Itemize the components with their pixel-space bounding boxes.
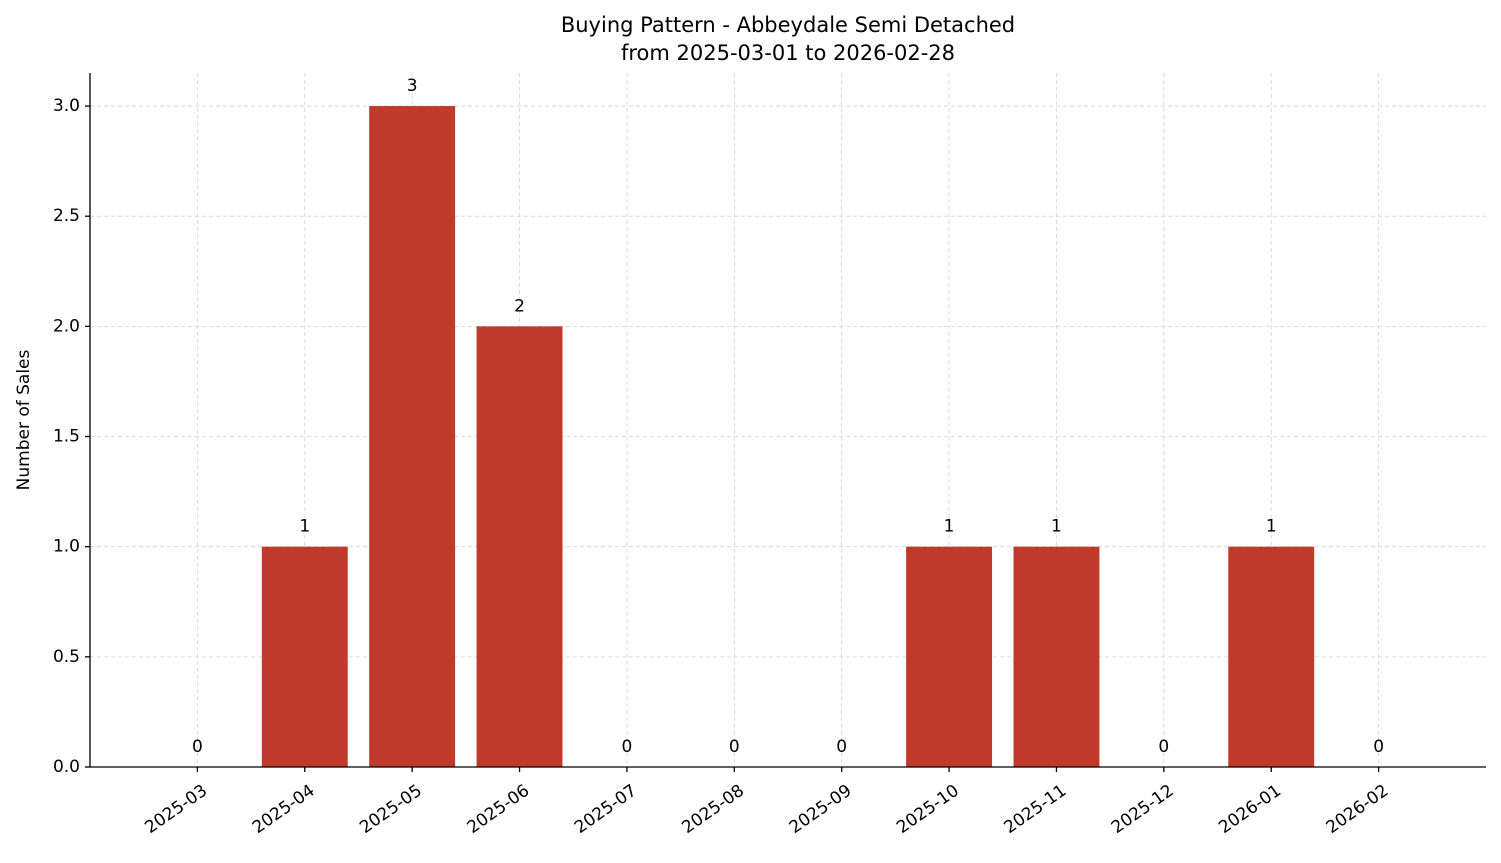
y-tick-label: 1.0: [53, 537, 80, 557]
x-tick-label: 2025-07: [571, 781, 641, 838]
chart-subtitle: from 2025-03-01 to 2026-02-28: [621, 41, 955, 65]
value-label: 0: [729, 737, 740, 757]
x-tick-label: 2026-02: [1323, 781, 1393, 838]
y-tick-label: 0.5: [53, 647, 80, 667]
value-label: 1: [1051, 517, 1062, 537]
bar: [906, 546, 993, 767]
value-label: 1: [944, 517, 955, 537]
y-axis-label: Number of Sales: [14, 349, 34, 490]
y-tick-label: 2.5: [53, 206, 80, 226]
value-label: 2: [514, 296, 525, 316]
x-tick-label: 2025-06: [464, 781, 534, 838]
value-label: 0: [836, 737, 847, 757]
bar: [369, 106, 456, 768]
bar: [1228, 546, 1315, 767]
value-label: 0: [192, 737, 203, 757]
value-label: 3: [407, 76, 418, 96]
y-tick-label: 3.0: [53, 96, 80, 116]
value-label: 1: [1266, 517, 1277, 537]
y-tick-label: 2.0: [53, 316, 80, 336]
x-tick-label: 2025-09: [786, 781, 856, 838]
value-label: 1: [299, 517, 310, 537]
x-tick-label: 2025-10: [893, 781, 963, 838]
value-label: 0: [1158, 737, 1169, 757]
chart-title: Buying Pattern - Abbeydale Semi Detached: [561, 13, 1015, 37]
x-tick-label: 2025-04: [249, 781, 319, 838]
x-tick-label: 2025-03: [141, 781, 211, 838]
value-label: 0: [1373, 737, 1384, 757]
y-tick-label: 1.5: [53, 427, 80, 447]
bar: [1013, 546, 1100, 767]
bar: [476, 326, 563, 767]
x-tick-label: 2025-08: [678, 781, 748, 838]
x-tick-label: 2025-11: [1001, 781, 1071, 838]
x-tick-label: 2026-01: [1215, 781, 1285, 838]
x-tick-label: 2025-05: [356, 781, 426, 838]
y-tick-label: 0.0: [53, 757, 80, 777]
value-label: 0: [622, 737, 633, 757]
bar: [261, 546, 348, 767]
x-tick-label: 2025-12: [1108, 781, 1178, 838]
